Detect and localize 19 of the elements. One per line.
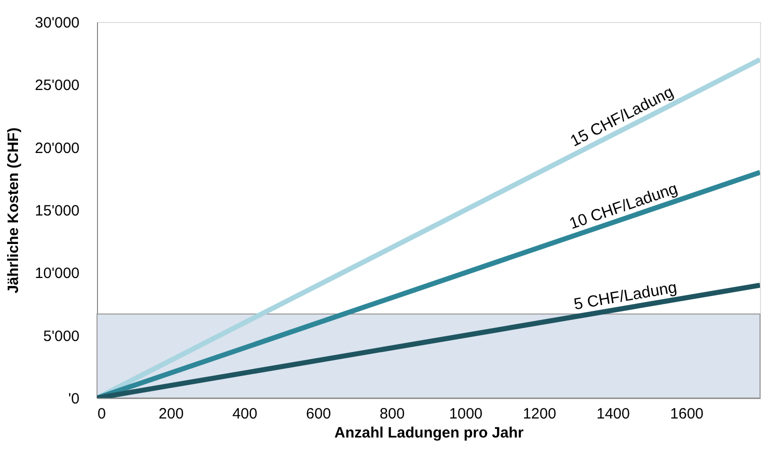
x-tick-label: 1200 [522, 406, 556, 422]
x-tick-label: 800 [380, 406, 405, 422]
x-tick-label: 1000 [449, 406, 483, 422]
text: 5 CHF/Ladung [572, 279, 678, 314]
y-tick-label: 5'000 [43, 328, 80, 345]
y-tick-label: 15'000 [34, 202, 80, 220]
y-tick-label: 10'000 [34, 265, 80, 282]
y-tick-label: 25'000 [34, 77, 80, 94]
x-tick-label: 200 [158, 406, 184, 422]
x-tick-label: 0 [98, 406, 106, 422]
x-tick-label: 400 [232, 406, 258, 422]
y-tick-label: 30'000 [34, 14, 80, 32]
y-tick-label: '0 [68, 390, 80, 408]
x-tick-label: 1400 [596, 406, 630, 422]
y-axis-title: Jährliche Kosten (CHF) [4, 128, 22, 294]
x-tick-label: 1600 [670, 406, 704, 422]
y-tick-label: 20'000 [34, 140, 80, 157]
x-axis-title: Anzahl Ladungen pro Jahr [334, 424, 524, 442]
x-tick-label: 600 [306, 406, 332, 422]
